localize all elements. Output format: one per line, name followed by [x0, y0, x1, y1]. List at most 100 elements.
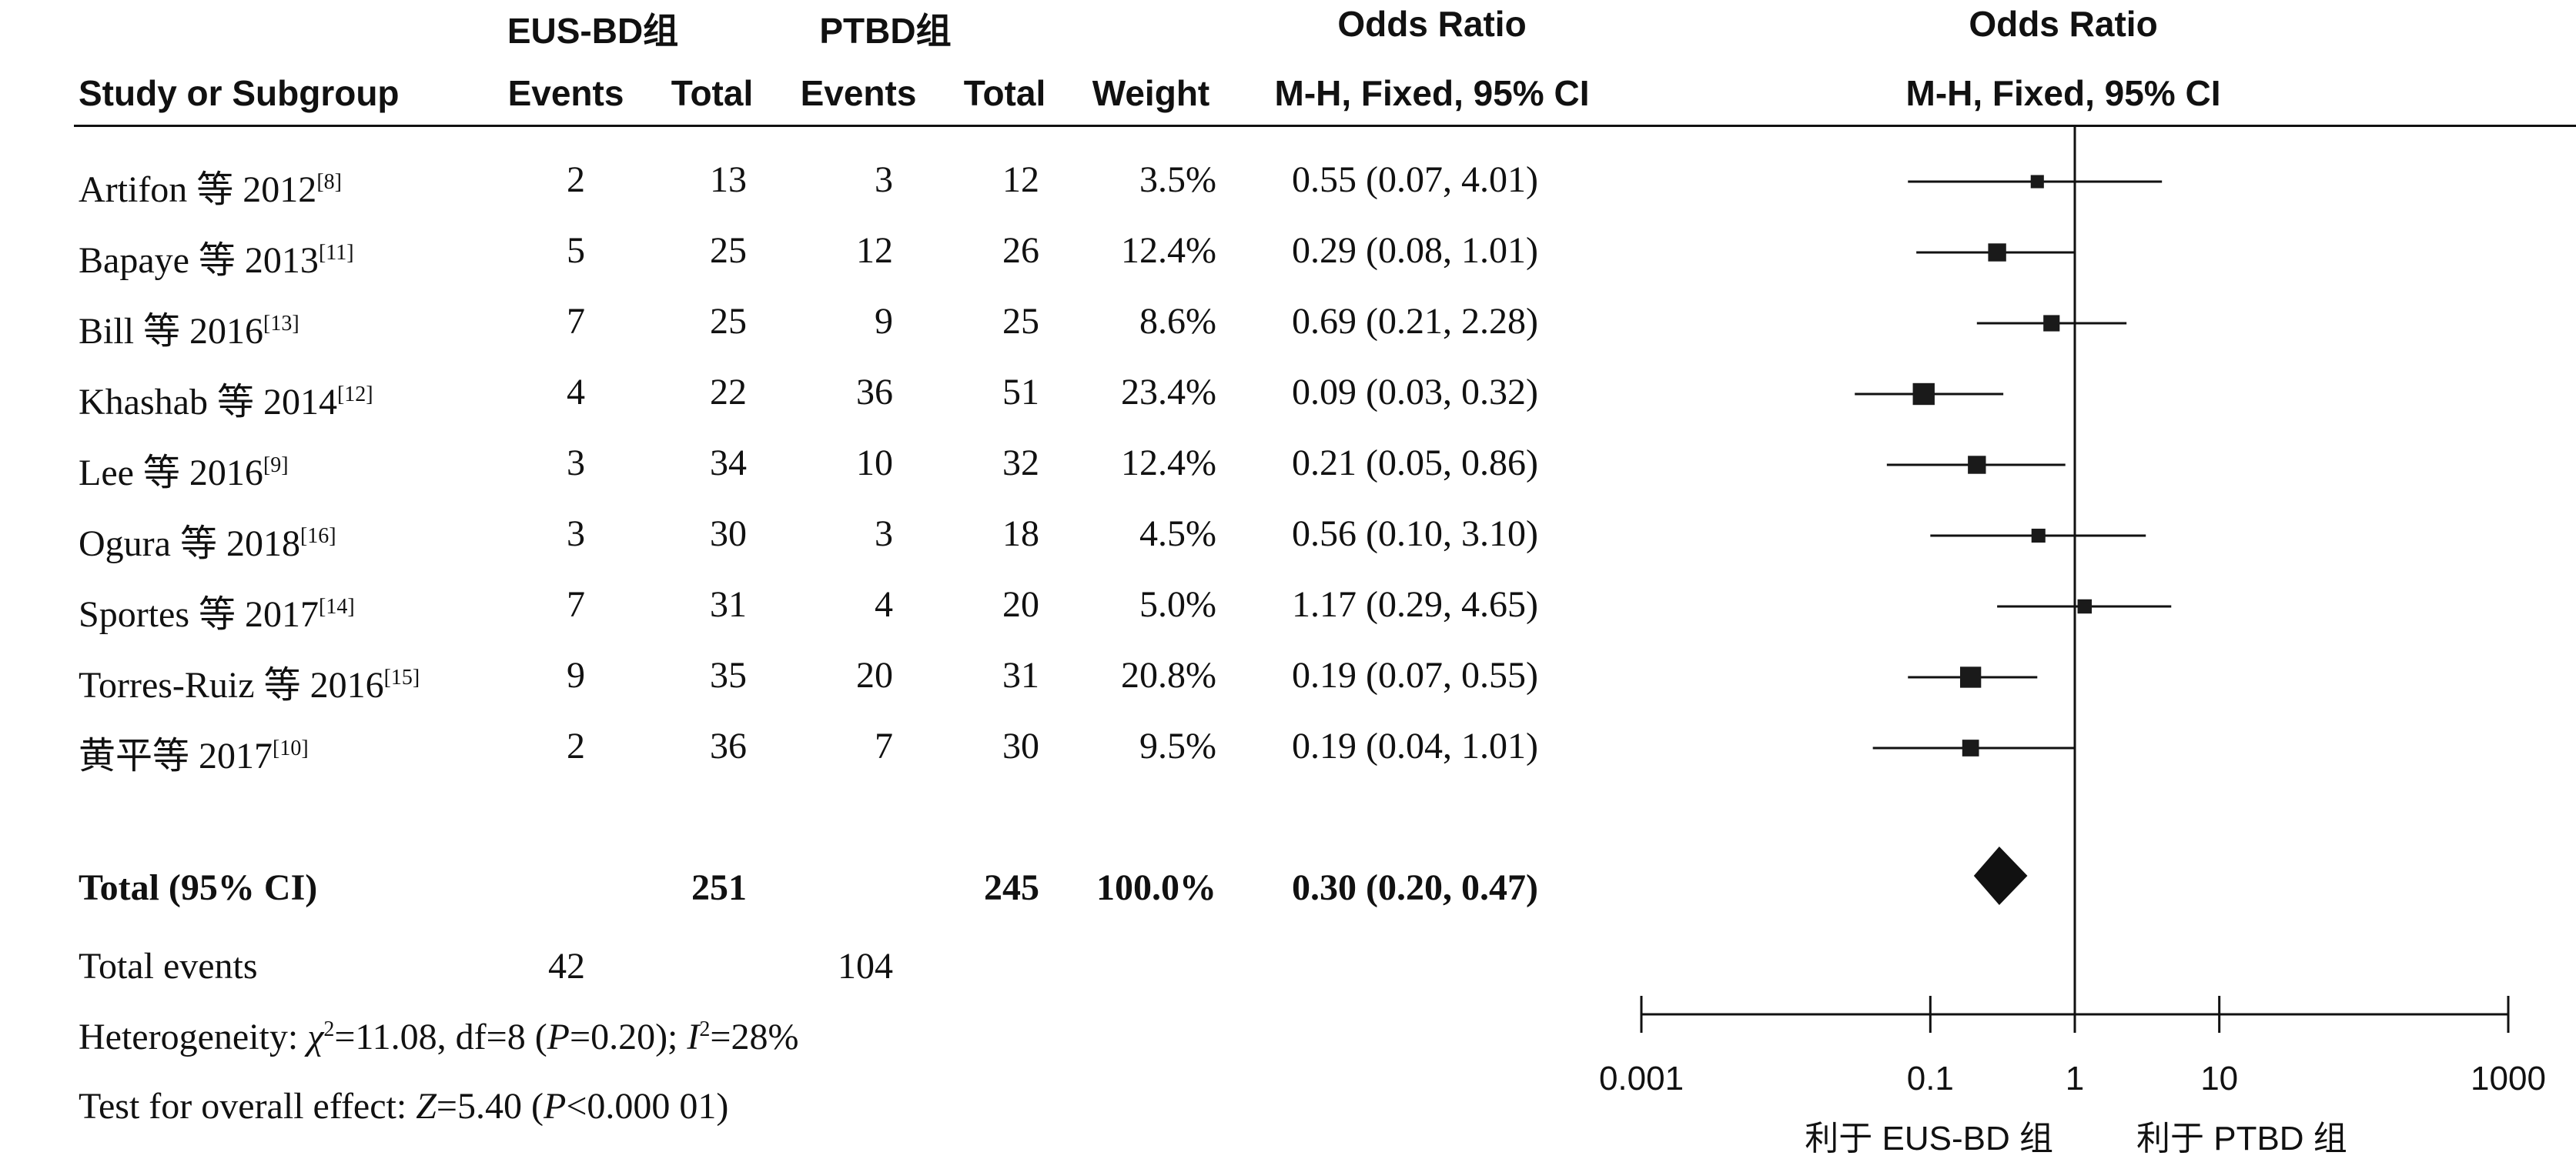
study-name: Khashab 等 2014[12] [79, 382, 373, 423]
events1-cell: 3 [567, 513, 585, 554]
events1-cell: 4 [567, 372, 585, 412]
total2-value: 245 [984, 867, 1039, 908]
events2-cell: 7 [875, 726, 893, 767]
method-plot-header: M-H, Fixed, 95% CI [1905, 73, 2221, 113]
ci-cell: 0.55 (0.07, 4.01) [1292, 159, 1538, 200]
total2-column-header: Total [963, 73, 1046, 113]
header-rule [74, 125, 2576, 127]
total2-cell: 12 [1002, 159, 1039, 200]
total2-cell: 20 [1002, 584, 1039, 625]
total1-cell: 25 [710, 301, 747, 342]
weight-cell: 4.5% [1139, 513, 1216, 554]
events2-column-header: Events [800, 73, 917, 113]
x-tick-label: 10 [2200, 1060, 2238, 1097]
study-name: Torres-Ruiz 等 2016[15] [79, 665, 420, 706]
total-events1: 42 [548, 946, 585, 987]
weight-cell: 12.4% [1121, 443, 1216, 483]
x-tick-label: 0.1 [1907, 1060, 1954, 1097]
weight-cell: 8.6% [1139, 301, 1216, 342]
weight-column-header: Weight [1092, 73, 1210, 113]
point-estimate-marker [1962, 740, 1979, 757]
x-tick-label: 0.001 [1599, 1060, 1684, 1097]
point-estimate-marker [1959, 666, 1982, 688]
point-estimate-marker [1912, 382, 1935, 406]
pooled-diamond [1973, 847, 2028, 905]
group1-header: EUS-BD组 [507, 11, 679, 51]
total1-cell: 30 [710, 513, 747, 554]
group2-header: PTBD组 [819, 11, 952, 51]
study-name: Lee 等 2016[9] [79, 453, 289, 493]
or-header: Odds Ratio [1337, 4, 1527, 44]
point-estimate-marker [2030, 175, 2044, 189]
or-plot-header: Odds Ratio [1969, 4, 2158, 44]
weight-cell: 23.4% [1121, 372, 1216, 412]
study-name: Ogura 等 2018[16] [79, 523, 336, 564]
events2-cell: 9 [875, 301, 893, 342]
study-column-header: Study or Subgroup [79, 73, 400, 113]
events2-cell: 3 [875, 159, 893, 200]
total-weight: 100.0% [1096, 867, 1216, 908]
ci-cell: 0.21 (0.05, 0.86) [1292, 443, 1538, 483]
total2-cell: 32 [1002, 443, 1039, 483]
x-tick-label: 1000 [2471, 1060, 2546, 1097]
ci-cell: 0.29 (0.08, 1.01) [1292, 230, 1538, 271]
total-events-label: Total events [79, 946, 258, 987]
events2-cell: 36 [856, 372, 893, 412]
events1-cell: 2 [567, 159, 585, 200]
method-column-header: M-H, Fixed, 95% CI [1274, 73, 1590, 113]
favours-right-label: 利于 PTBD 组 [2136, 1120, 2347, 1157]
total2-cell: 25 [1002, 301, 1039, 342]
weight-cell: 5.0% [1139, 584, 1216, 625]
events1-cell: 5 [567, 230, 585, 271]
study-name: Bapaye 等 2013[11] [79, 240, 354, 281]
total1-cell: 22 [710, 372, 747, 412]
total2-cell: 18 [1002, 513, 1039, 554]
total1-cell: 13 [710, 159, 747, 200]
weight-cell: 3.5% [1139, 159, 1216, 200]
total2-cell: 51 [1002, 372, 1039, 412]
total-ci: 0.30 (0.20, 0.47) [1292, 867, 1538, 908]
events1-cell: 9 [567, 655, 585, 696]
study-name: Artifon 等 2012[8] [79, 169, 342, 210]
weight-cell: 20.8% [1121, 655, 1216, 696]
total1-column-header: Total [671, 73, 754, 113]
favours-left-label: 利于 EUS-BD 组 [1805, 1120, 2053, 1157]
overall-effect-text: Test for overall effect: Z=5.40 (P<0.000… [79, 1086, 729, 1127]
ci-cell: 0.09 (0.03, 0.32) [1292, 372, 1538, 412]
events1-cell: 7 [567, 301, 585, 342]
events1-cell: 7 [567, 584, 585, 625]
weight-cell: 12.4% [1121, 230, 1216, 271]
total1-value: 251 [691, 867, 747, 908]
heterogeneity-text: Heterogeneity: χ2=11.08, df=8 (P=0.20); … [79, 1017, 799, 1057]
total1-cell: 34 [710, 443, 747, 483]
total1-cell: 36 [710, 726, 747, 767]
point-estimate-marker [1968, 456, 1986, 474]
weight-cell: 9.5% [1139, 726, 1216, 767]
events2-cell: 3 [875, 513, 893, 554]
total2-cell: 30 [1002, 726, 1039, 767]
point-estimate-marker [2031, 528, 2046, 543]
study-name: 黄平等 2017[10] [79, 736, 309, 777]
x-tick-label: 1 [2066, 1060, 2084, 1097]
study-name: Sportes 等 2017[14] [79, 594, 355, 635]
events2-cell: 4 [875, 584, 893, 625]
point-estimate-marker [2077, 599, 2093, 614]
events1-cell: 2 [567, 726, 585, 767]
events2-cell: 12 [856, 230, 893, 271]
total1-cell: 31 [710, 584, 747, 625]
ci-cell: 0.56 (0.10, 3.10) [1292, 513, 1538, 554]
events2-cell: 20 [856, 655, 893, 696]
study-name: Bill 等 2016[13] [79, 311, 299, 352]
total-label: Total (95% CI) [79, 867, 318, 908]
events1-cell: 3 [567, 443, 585, 483]
total-events2: 104 [838, 946, 893, 987]
point-estimate-marker [1988, 243, 2006, 262]
total1-cell: 35 [710, 655, 747, 696]
events1-column-header: Events [507, 73, 624, 113]
ci-cell: 0.69 (0.21, 2.28) [1292, 301, 1538, 342]
point-estimate-marker [2043, 315, 2060, 332]
total2-cell: 26 [1002, 230, 1039, 271]
ci-cell: 1.17 (0.29, 4.65) [1292, 584, 1538, 625]
ci-cell: 0.19 (0.07, 0.55) [1292, 655, 1538, 696]
